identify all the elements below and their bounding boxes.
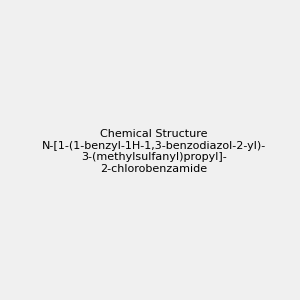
Text: Chemical Structure
N-[1-(1-benzyl-1H-1,3-benzodiazol-2-yl)-
3-(methylsulfanyl)pr: Chemical Structure N-[1-(1-benzyl-1H-1,3… [42,129,266,174]
